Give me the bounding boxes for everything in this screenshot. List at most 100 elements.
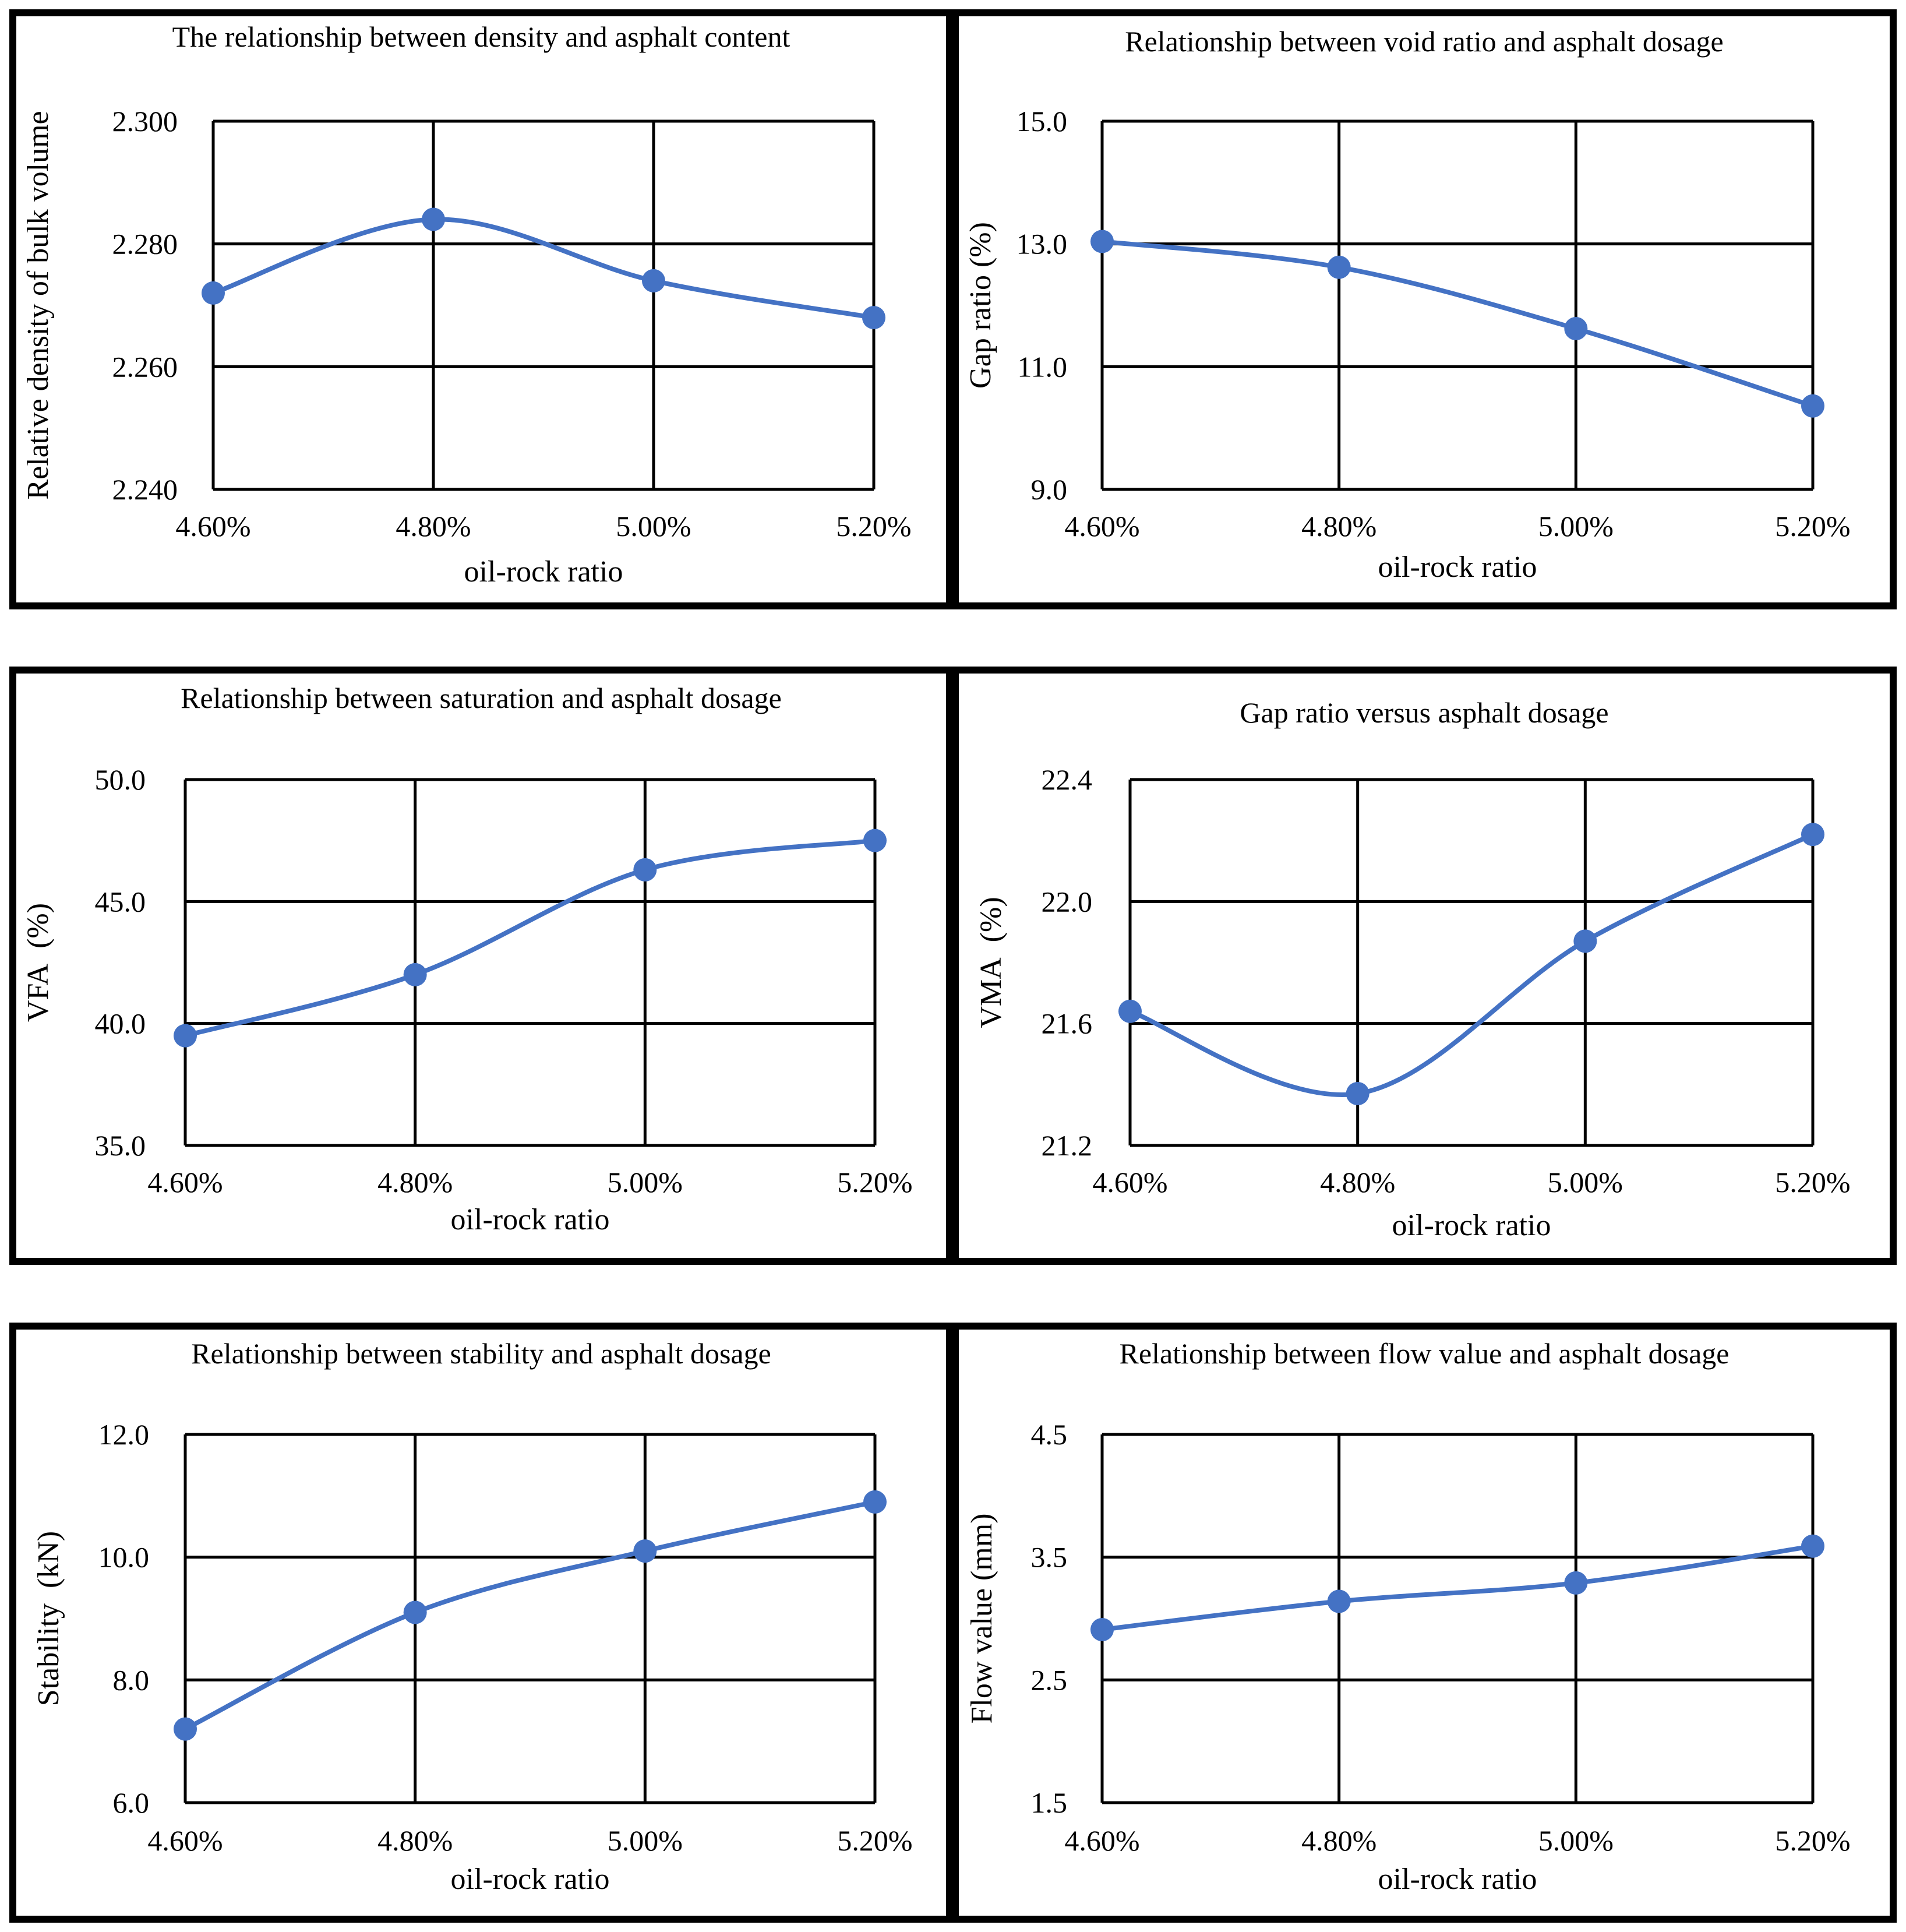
series-line <box>1128 832 1815 1097</box>
y-tick-label: 21.6 <box>1042 1007 1093 1040</box>
data-point <box>403 963 427 986</box>
y-tick-label: 40.0 <box>95 1007 146 1040</box>
y-tick-label: 4.5 <box>1031 1418 1068 1451</box>
y-tick-label: 21.2 <box>1042 1129 1093 1162</box>
chart-panel-6: Relationship between flow value and asph… <box>952 1323 1897 1923</box>
data-point <box>633 1539 657 1563</box>
y-axis-label: Flow value (mm) <box>965 1513 998 1723</box>
y-axis-label: Gap ratio (%) <box>964 222 997 389</box>
x-axis-label: oil-rock ratio <box>1378 1863 1537 1896</box>
y-tick-label: 50.0 <box>95 763 146 796</box>
x-axis-label: oil-rock ratio <box>464 555 623 588</box>
data-point <box>403 1600 427 1624</box>
series-line <box>211 217 876 320</box>
x-tick-label: 4.60% <box>1064 1824 1139 1857</box>
x-tick-label: 5.20% <box>1775 1166 1850 1198</box>
data-point <box>422 207 445 231</box>
panel-frame <box>9 667 953 1265</box>
y-tick-label: 2.240 <box>112 473 178 506</box>
data-point <box>202 281 225 305</box>
y-axis-label: VMA (%) <box>975 897 1008 1028</box>
x-tick-label: 5.20% <box>1775 1824 1850 1857</box>
data-point <box>1090 1617 1114 1641</box>
data-point <box>1346 1082 1370 1106</box>
x-tick-label: 5.00% <box>1538 510 1614 542</box>
x-tick-label: 4.80% <box>377 1824 453 1857</box>
x-tick-label: 4.60% <box>175 510 250 542</box>
y-tick-label: 2.5 <box>1031 1663 1068 1696</box>
y-tick-label: 3.5 <box>1031 1541 1068 1574</box>
x-tick-label: 4.80% <box>1301 510 1376 542</box>
x-tick-label: 5.00% <box>616 510 691 542</box>
data-point <box>863 828 887 852</box>
series-line <box>1100 239 1815 408</box>
y-tick-label: 11.0 <box>1017 350 1067 383</box>
chart-panel-1: The relationship between density and asp… <box>9 9 953 609</box>
data-point <box>1801 1534 1824 1558</box>
y-tick-label: 1.5 <box>1031 1786 1068 1819</box>
x-tick-label: 4.80% <box>377 1166 453 1198</box>
y-tick-label: 2.260 <box>112 350 178 383</box>
chart-title: Relationship between saturation and asph… <box>181 682 782 714</box>
y-tick-label: 10.0 <box>98 1541 150 1574</box>
x-tick-label: 4.80% <box>396 510 471 542</box>
chart-panel-3: Relationship between saturation and asph… <box>9 667 953 1265</box>
chart-title: The relationship between density and asp… <box>172 20 790 53</box>
y-tick-label: 22.4 <box>1042 763 1093 796</box>
y-tick-label: 6.0 <box>113 1786 150 1819</box>
data-point <box>1564 1571 1588 1595</box>
data-point <box>1573 929 1597 953</box>
data-point <box>633 858 657 882</box>
x-axis-label: oil-rock ratio <box>1378 551 1537 584</box>
x-tick-label: 5.00% <box>1538 1824 1614 1857</box>
x-tick-label: 4.60% <box>1064 510 1139 542</box>
panel-frame <box>952 9 1897 609</box>
y-axis-label: Relative density of bulk volume <box>22 111 55 499</box>
x-axis-label: oil-rock ratio <box>1392 1209 1551 1242</box>
series-line <box>183 1499 877 1732</box>
panel-frame <box>9 9 953 609</box>
x-tick-label: 5.00% <box>1548 1166 1623 1198</box>
chart-panel-4: Gap ratio versus asphalt dosage 21.2 21.6 2… <box>952 667 1897 1265</box>
data-point <box>1801 394 1824 418</box>
data-point <box>1090 230 1114 253</box>
x-tick-label: 4.80% <box>1320 1166 1395 1198</box>
data-point <box>1801 823 1824 847</box>
y-axis-label: VFA (%) <box>22 903 55 1022</box>
x-tick-label: 5.00% <box>608 1166 683 1198</box>
y-tick-label: 2.300 <box>112 105 178 138</box>
data-point <box>642 269 665 292</box>
y-tick-label: 13.0 <box>1016 228 1068 260</box>
chart-panel-5: Relationship between stability and aspha… <box>9 1323 953 1923</box>
data-point <box>174 1024 197 1048</box>
data-point <box>1327 1589 1351 1613</box>
panel-frame <box>952 1323 1897 1923</box>
y-tick-label: 35.0 <box>95 1129 146 1162</box>
x-tick-label: 5.20% <box>836 510 911 542</box>
panel-frame <box>952 667 1897 1265</box>
x-tick-label: 5.20% <box>837 1166 912 1198</box>
y-tick-label: 15.0 <box>1016 105 1068 138</box>
y-axis-label: Stability (kN) <box>32 1531 65 1706</box>
chart-title: Relationship between stability and aspha… <box>191 1337 771 1370</box>
series-line <box>1100 1543 1815 1632</box>
data-point <box>863 1490 887 1514</box>
series-line <box>183 838 877 1038</box>
y-tick-label: 2.280 <box>112 228 178 260</box>
x-tick-label: 4.80% <box>1301 1824 1376 1857</box>
x-tick-label: 4.60% <box>147 1166 223 1198</box>
x-tick-label: 5.00% <box>608 1824 683 1857</box>
x-axis-label: oil-rock ratio <box>451 1863 610 1896</box>
data-point <box>1327 255 1351 279</box>
y-tick-label: 45.0 <box>95 885 146 918</box>
data-point <box>1118 999 1142 1023</box>
x-tick-label: 4.60% <box>147 1824 223 1857</box>
chart-panel-2: Relationship between void ratio and asph… <box>952 9 1897 609</box>
chart-title: Gap ratio versus asphalt dosage <box>1240 696 1608 729</box>
data-point <box>174 1717 197 1741</box>
data-point <box>1564 317 1588 341</box>
x-tick-label: 5.20% <box>1775 510 1850 542</box>
x-tick-label: 5.20% <box>837 1824 912 1857</box>
chart-title: Relationship between void ratio and asph… <box>1125 25 1724 58</box>
